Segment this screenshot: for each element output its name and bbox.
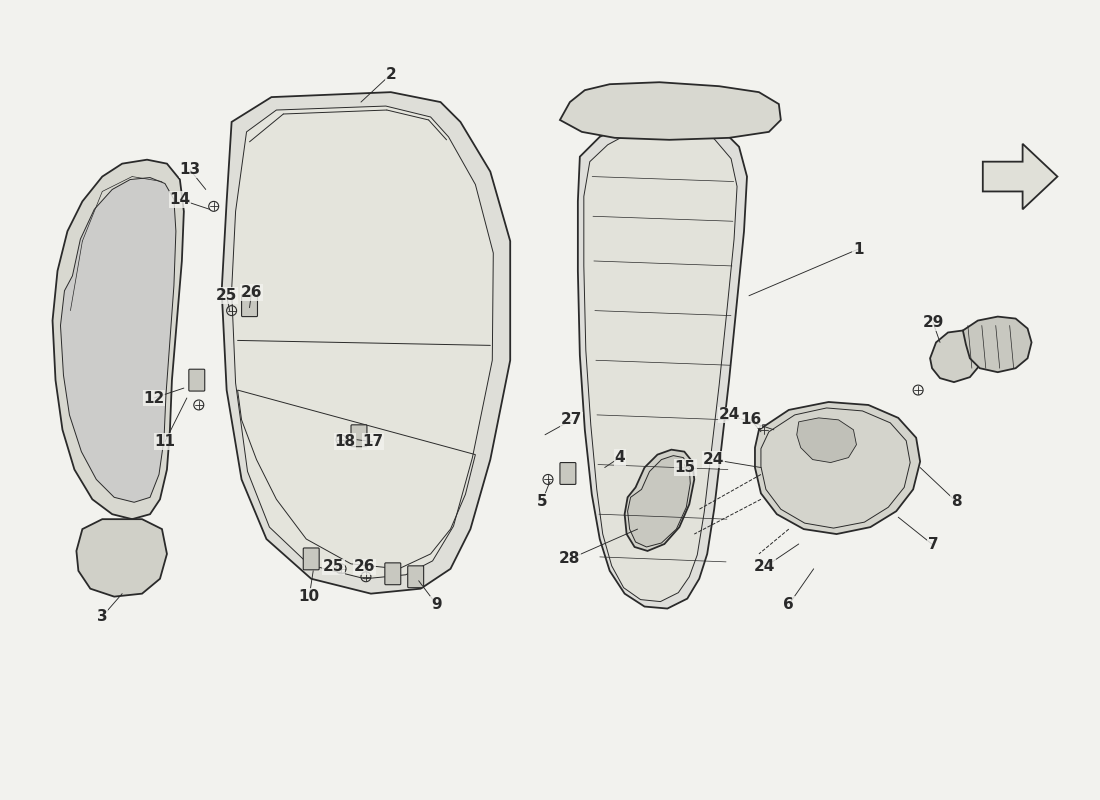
Text: 25: 25	[216, 288, 238, 303]
FancyBboxPatch shape	[560, 462, 576, 485]
Text: 26: 26	[241, 286, 262, 300]
Text: 7: 7	[927, 538, 938, 553]
Polygon shape	[76, 519, 167, 597]
Text: 27: 27	[561, 412, 583, 427]
Polygon shape	[931, 330, 982, 382]
Text: 3: 3	[97, 609, 108, 624]
Text: 24: 24	[718, 407, 740, 422]
Text: 14: 14	[169, 192, 190, 207]
Polygon shape	[232, 106, 493, 578]
Polygon shape	[962, 317, 1032, 372]
Polygon shape	[60, 178, 176, 502]
Text: 12: 12	[143, 390, 165, 406]
FancyBboxPatch shape	[242, 294, 257, 317]
Text: 17: 17	[362, 434, 384, 450]
Text: 25: 25	[322, 559, 344, 574]
Text: 6: 6	[783, 597, 794, 612]
Text: 9: 9	[431, 597, 442, 612]
Text: 24: 24	[755, 559, 775, 574]
Text: 18: 18	[334, 434, 355, 450]
Polygon shape	[578, 120, 747, 609]
Text: 26: 26	[354, 559, 376, 574]
Polygon shape	[796, 418, 857, 462]
Text: 2: 2	[385, 66, 396, 82]
FancyBboxPatch shape	[304, 548, 319, 570]
Polygon shape	[982, 144, 1057, 210]
FancyBboxPatch shape	[385, 563, 400, 585]
Polygon shape	[755, 402, 920, 534]
Text: 13: 13	[179, 162, 200, 177]
Text: 4: 4	[614, 450, 625, 465]
Polygon shape	[53, 160, 184, 519]
Text: 28: 28	[559, 551, 581, 566]
Text: 5: 5	[537, 494, 548, 509]
Polygon shape	[560, 82, 781, 140]
FancyBboxPatch shape	[351, 425, 367, 446]
Text: 24: 24	[703, 452, 724, 467]
Polygon shape	[584, 130, 737, 602]
Text: 29: 29	[923, 315, 944, 330]
Polygon shape	[625, 450, 694, 551]
Text: 16: 16	[740, 412, 761, 427]
Text: 1: 1	[854, 242, 864, 257]
Text: 8: 8	[950, 494, 961, 509]
FancyBboxPatch shape	[189, 370, 205, 391]
Polygon shape	[628, 456, 691, 547]
FancyBboxPatch shape	[408, 566, 424, 588]
Polygon shape	[222, 92, 510, 594]
Text: 10: 10	[299, 589, 320, 604]
Text: 11: 11	[154, 434, 176, 450]
Text: 15: 15	[674, 460, 696, 475]
